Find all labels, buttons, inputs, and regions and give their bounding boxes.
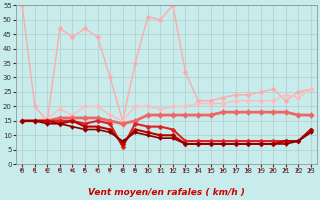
X-axis label: Vent moyen/en rafales ( km/h ): Vent moyen/en rafales ( km/h ) [88,188,245,197]
